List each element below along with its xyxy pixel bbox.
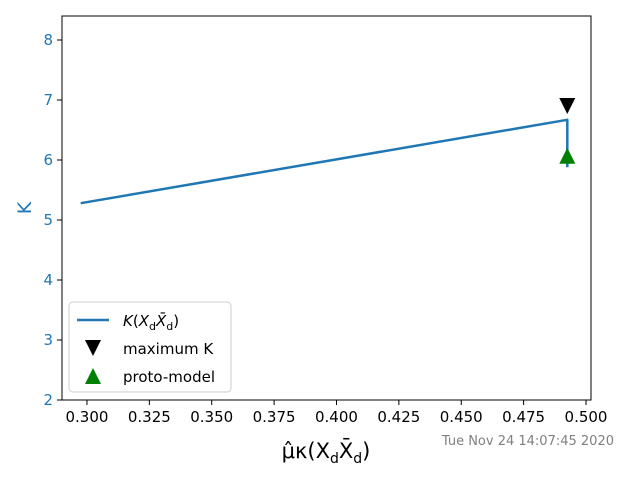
y-tick-label: 8 [43,31,53,49]
x-tick-label: 0.425 [377,408,420,426]
x-axis-label-sub-d2: d [353,451,362,467]
legend-proto-model-swatch [85,368,101,384]
x-axis: 0.300 0.325 0.350 0.375 0.400 0.425 0.450 0.475… [65,400,607,426]
y-tick-label: 2 [43,391,53,409]
legend: K(XdX̄d) maximum K proto-model [68,301,232,393]
axes-frame [61,15,592,401]
x-axis-label-sub-d: d [330,451,339,467]
maximum-k-marker [559,98,576,114]
y-tick-label: 5 [43,211,53,229]
x-tick-label: 0.500 [565,408,608,426]
x-tick-label: 0.350 [190,408,233,426]
x-tick-label: 0.300 [65,408,108,426]
x-axis-label-close: ) [362,439,370,463]
y-tick-label: 3 [43,331,53,349]
y-tick-label: 7 [43,91,53,109]
x-tick-label: 0.450 [440,408,483,426]
y-tick-label: 6 [43,151,53,169]
y-tick-label: 4 [43,271,53,289]
timestamp: Tue Nov 24 14:07:45 2020 [441,434,614,449]
x-axis-label-mu-hat: μ̂κ(X [282,439,330,463]
legend-label: proto-model [123,368,215,386]
x-tick-label: 0.400 [315,408,358,426]
x-tick-label: 0.475 [502,408,545,426]
legend-label: K(XdX̄d) [123,311,179,333]
y-axis: 2 3 4 5 6 7 8 [43,31,62,409]
plot-area [61,15,592,401]
x-axis-label: μ̂κ(XdX̄d) [282,438,371,467]
proto-model-marker [559,147,576,164]
legend-box [68,301,232,393]
series-layer [80,98,576,205]
x-axis-label-xbar: X̄ [339,438,353,463]
y-axis-label: K [14,201,36,214]
x-tick-label: 0.325 [128,408,171,426]
legend-maximum-k-swatch [85,340,101,356]
legend-label: maximum K [123,340,214,358]
x-tick-label: 0.375 [253,408,296,426]
